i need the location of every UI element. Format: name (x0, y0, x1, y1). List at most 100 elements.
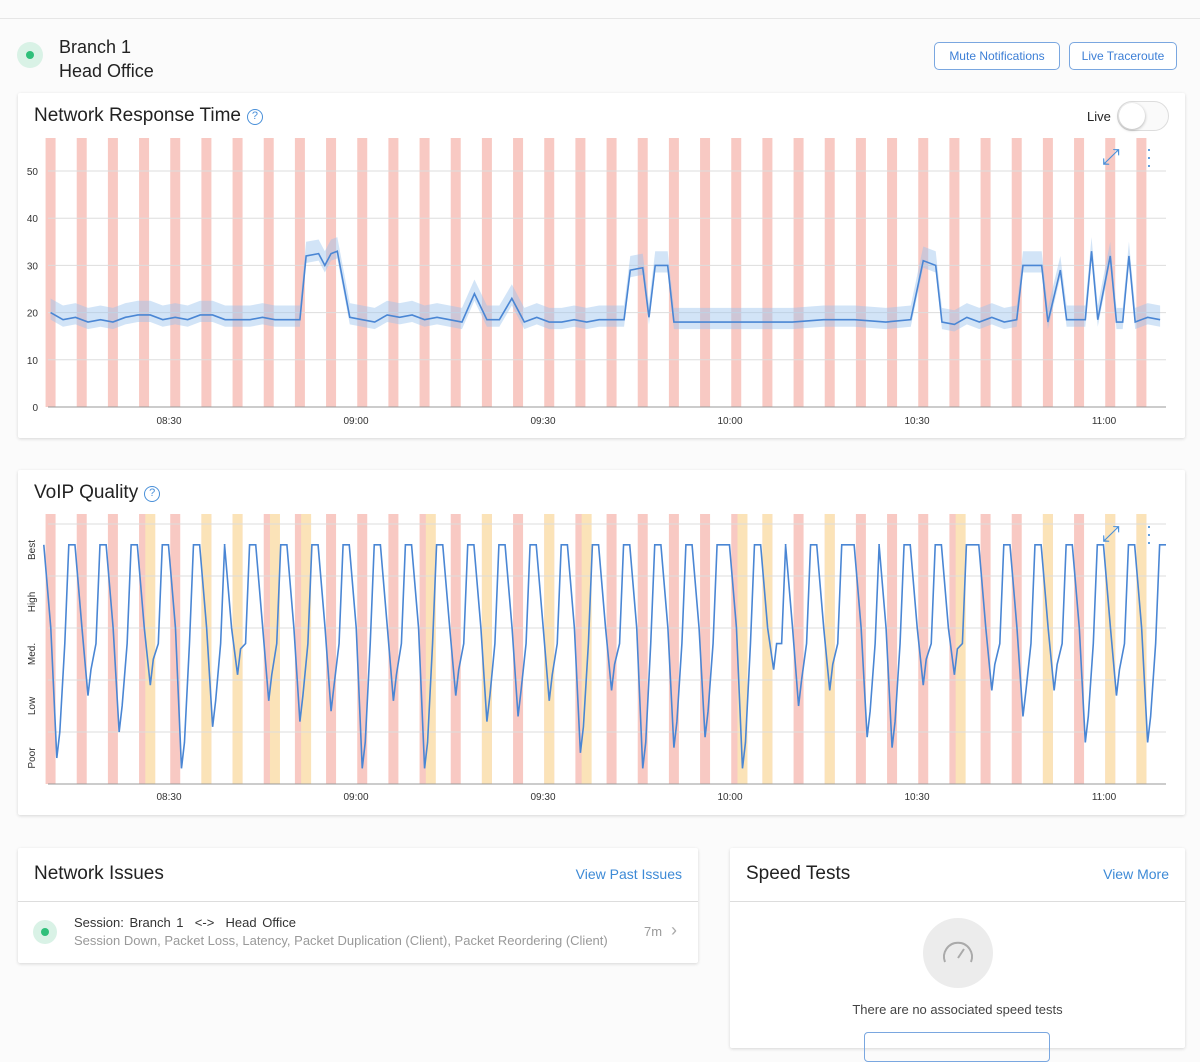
warning-stripe (955, 514, 966, 784)
issue-stripe (263, 138, 274, 407)
issue-status-icon (33, 920, 57, 944)
y-tick-label: 40 (27, 214, 39, 225)
top-divider (0, 18, 1200, 19)
view-past-issues-link[interactable]: View Past Issues (575, 866, 682, 882)
y-tick-label: 10 (27, 356, 39, 367)
issue-stripe (107, 138, 118, 407)
x-tick-label: 09:00 (343, 416, 368, 427)
issue-stripe (980, 138, 991, 407)
voip-quality-line (43, 544, 1166, 769)
issue-age: 7m (644, 924, 663, 939)
speed-tests-card: Speed Tests View More There are no assoc… (730, 848, 1185, 1062)
issue-stripe (918, 514, 929, 784)
y-tick-label: 20 (27, 309, 39, 320)
mute-notifications-button[interactable]: Mute Notifications (934, 42, 1060, 70)
y-tick-label: 50 (27, 167, 39, 178)
issue-stripe (139, 138, 150, 407)
issue-stripe (1074, 514, 1085, 784)
y-tick-label: Poor (27, 747, 38, 769)
issue-stripe (357, 138, 368, 407)
x-tick-label: 10:30 (904, 416, 929, 427)
issue-stripe (45, 138, 56, 407)
branch-name: Branch 1 (59, 37, 132, 57)
response-time-line (50, 250, 1161, 326)
warning-stripe (145, 514, 156, 784)
issue-stripe (731, 138, 742, 407)
warning-stripe (232, 514, 243, 784)
x-tick-label: 11:00 (1092, 416, 1117, 427)
issue-stripe (606, 138, 617, 407)
expand-icon[interactable]: ⤢ (1102, 144, 1120, 169)
response-time-card: 0 10 20 30 40 50 08:30 09:00 09:30 10:00 10:30 11:0… (18, 93, 1185, 438)
issue-stripe (76, 514, 87, 784)
issue-stripe (1011, 514, 1022, 784)
issue-stripe (326, 514, 337, 784)
issue-stripe (170, 514, 181, 784)
issue-stripe (606, 514, 617, 784)
divider (730, 901, 1185, 902)
x-tick-label: 08:30 (156, 792, 181, 803)
chart-title: Network Response Time (34, 105, 241, 126)
issue-stripe (575, 138, 586, 407)
issue-stripe (855, 138, 866, 407)
issue-stripe (700, 138, 711, 407)
warning-stripe (301, 514, 312, 784)
y-tick-label: Med. (27, 643, 38, 665)
view-more-link[interactable]: View More (1103, 866, 1169, 882)
issue-stripe (918, 138, 929, 407)
live-traceroute-button[interactable]: Live Traceroute (1069, 42, 1177, 70)
issue-stripe (1042, 138, 1053, 407)
more-menu-icon[interactable]: · · · (1146, 139, 1152, 175)
issue-stripe (668, 514, 679, 784)
warning-stripe (762, 514, 773, 784)
issue-stripe (544, 138, 555, 407)
speedometer-icon (923, 918, 993, 988)
issue-stripe (887, 514, 898, 784)
warning-stripe (269, 514, 280, 784)
run-speed-test-button[interactable] (864, 1032, 1050, 1062)
warning-stripe (425, 514, 436, 784)
warning-stripe (1136, 514, 1147, 784)
issue-stripe (326, 138, 337, 407)
more-menu-icon[interactable]: · · · (1146, 516, 1152, 552)
issue-stripe (357, 514, 368, 784)
issue-stripe (949, 138, 960, 407)
issue-stripe (419, 514, 430, 784)
issue-stripe (793, 514, 804, 784)
issue-stripe (855, 514, 866, 784)
issue-stripe (481, 138, 492, 407)
help-icon[interactable]: ? (246, 109, 263, 125)
issue-row[interactable]: Session: Branch 1 <-> Head Office Sessio… (18, 902, 698, 963)
chevron-right-icon[interactable]: › (671, 920, 677, 940)
issue-stripe (388, 514, 399, 784)
live-label: Live (1087, 109, 1111, 124)
expand-icon[interactable]: ⤢ (1102, 521, 1120, 546)
issue-stripe (201, 138, 212, 407)
issue-stripe (139, 514, 150, 784)
response-time-title: Network Response Time? (34, 105, 263, 127)
issue-stripe (575, 514, 586, 784)
x-tick-label: 09:30 (530, 416, 555, 427)
issue-stripe (1136, 138, 1147, 407)
issue-session: Session: Branch 1 <-> Head Office (74, 915, 296, 930)
issue-stripe (1074, 138, 1085, 407)
issue-stripe (294, 514, 305, 784)
issue-stripe (107, 514, 118, 784)
no-speed-tests-message: There are no associated speed tests (852, 1002, 1063, 1017)
x-tick-label: 08:30 (156, 416, 181, 427)
issue-stripe (45, 514, 56, 784)
issue-stripe (887, 138, 898, 407)
issue-stripe (731, 514, 742, 784)
help-icon[interactable]: ? (144, 486, 161, 502)
issue-stripe (949, 514, 960, 784)
y-tick-label: Low (27, 696, 38, 715)
live-toggle[interactable] (1117, 101, 1169, 131)
warning-stripe (737, 514, 748, 784)
warning-stripe (544, 514, 555, 784)
voip-title: VoIP Quality? (34, 482, 161, 504)
issue-stripe (450, 514, 461, 784)
issue-stripe (294, 138, 305, 407)
y-tick-label: High (27, 592, 38, 613)
warning-stripe (581, 514, 592, 784)
issue-stripe (980, 514, 991, 784)
